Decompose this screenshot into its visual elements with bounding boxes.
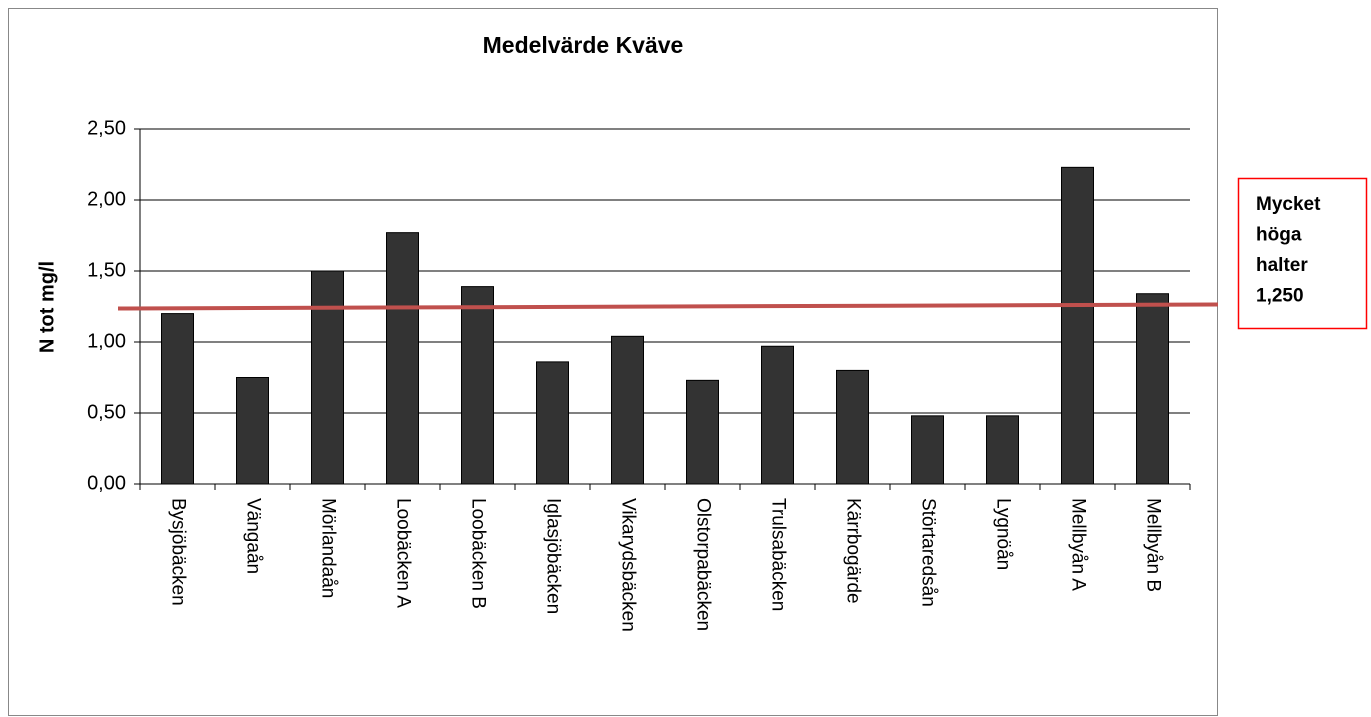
y-tick-label: 0,00	[87, 472, 126, 494]
x-tick-label: Loobäcken A	[392, 498, 413, 608]
y-tick-label: 1,50	[87, 259, 126, 281]
bar	[1136, 293, 1169, 485]
bar	[236, 377, 269, 485]
bar	[836, 369, 869, 485]
y-axis-label: N tot mg/l	[36, 261, 58, 353]
y-tick-label: 2,50	[87, 117, 126, 139]
x-tick-label: Iglasjöbäcken	[542, 498, 563, 614]
x-tick-label: Lygnöån	[992, 498, 1013, 570]
y-tick-label: 0,50	[87, 401, 126, 423]
bar	[536, 361, 569, 485]
x-tick-label: Mellbyån A	[1067, 498, 1088, 591]
y-tick-label: 1,00	[87, 330, 126, 352]
x-tick-label: Olstorpabäcken	[692, 498, 713, 631]
annotation-text: höga	[1256, 225, 1302, 246]
bar	[161, 313, 194, 485]
bar	[911, 415, 944, 485]
bar	[761, 345, 794, 485]
chart-title: Medelvärde Kväve	[483, 32, 684, 58]
x-tick-label: Bysjöbäcken	[167, 498, 188, 606]
x-tick-label: Störtaredsån	[917, 498, 938, 607]
bar	[461, 286, 494, 485]
bar	[611, 335, 644, 485]
threshold-line	[117, 302, 1219, 311]
x-tick-label: Vängaån	[242, 498, 263, 574]
x-tick-label: Kärrbogärde	[842, 498, 863, 604]
x-tick-label: Loobäcken B	[467, 498, 488, 609]
annotation-text: 1,250	[1256, 286, 1304, 307]
bar	[1061, 166, 1094, 485]
y-tick-label: 2,00	[87, 188, 126, 210]
x-tick-label: Mörlandaån	[317, 498, 338, 598]
bar	[986, 415, 1019, 485]
bar	[311, 270, 344, 485]
annotation-text: halter	[1256, 255, 1308, 276]
x-tick-label: Mellbyån B	[1142, 498, 1163, 592]
x-tick-label: Vikarydsbäcken	[617, 498, 638, 632]
bar	[686, 379, 719, 485]
bar	[386, 232, 419, 485]
x-tick-label: Trulsabäcken	[767, 498, 788, 611]
annotation-box	[1237, 177, 1368, 330]
annotation-text: Mycket	[1256, 194, 1321, 215]
